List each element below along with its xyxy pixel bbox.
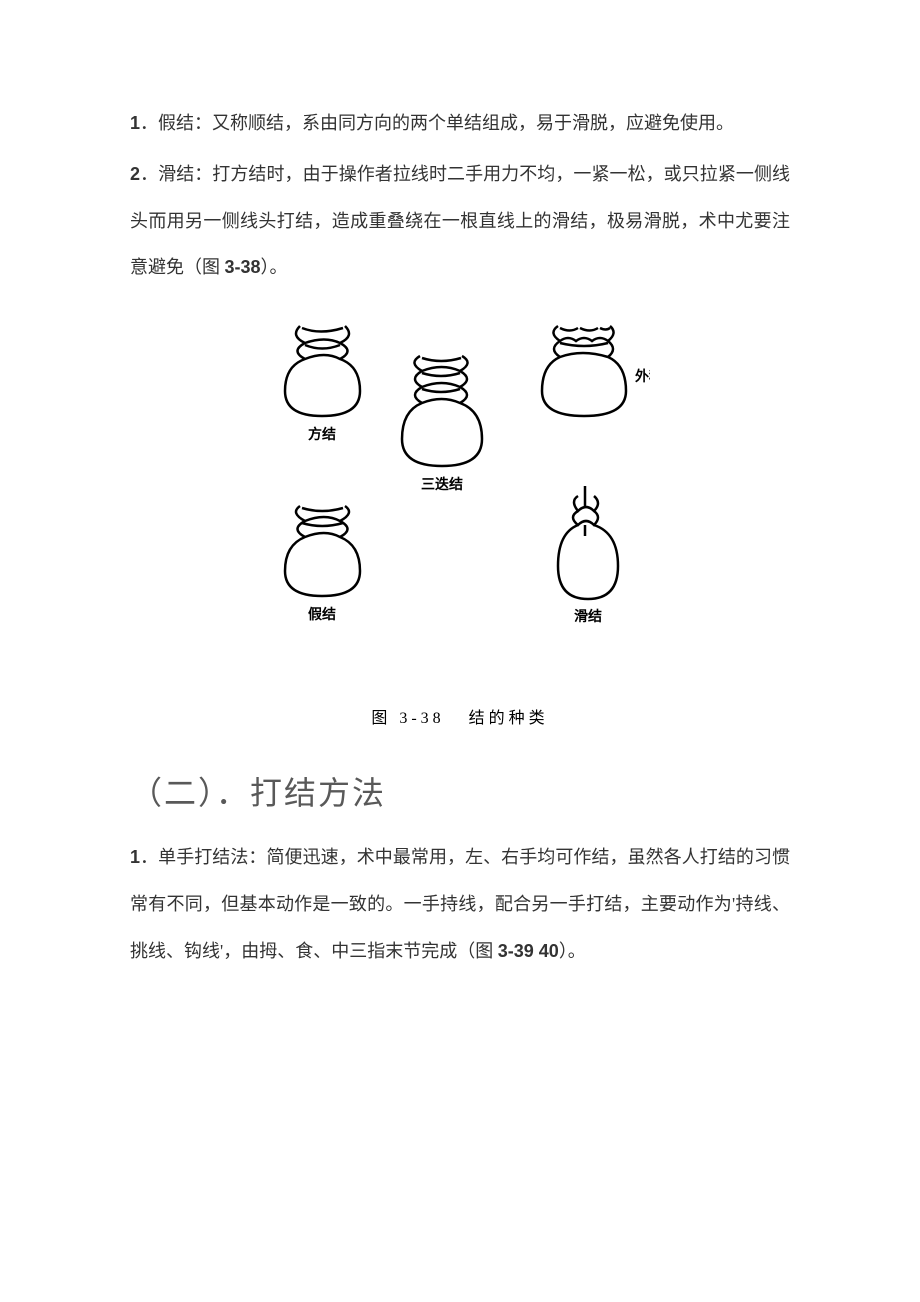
item-number: 1 <box>130 847 140 867</box>
knots-diagram: 方结 三迭结 外科结 假结 滑结 <box>270 311 650 691</box>
subsection-title: （二）．打结方法 <box>130 768 790 814</box>
label-slip-knot: 滑结 <box>574 608 602 624</box>
figure-ref: 3-39 40 <box>498 941 559 961</box>
item-text-after: ）。 <box>559 941 586 961</box>
item-sep: ． <box>140 164 158 184</box>
item-number: 1 <box>130 113 140 133</box>
caption-prefix: 图 3-38 <box>371 710 444 727</box>
list-item-1: 1．假结：又称顺结，系由同方向的两个单结组成，易于滑脱，应避免使用。 <box>130 100 790 147</box>
item-sep: ． <box>140 113 158 133</box>
figure-3-38: 方结 三迭结 外科结 假结 滑结 图 3 <box>130 311 790 728</box>
caption-text: 结的种类 <box>469 710 549 727</box>
figure-ref: 3-38 <box>225 257 261 277</box>
item-text-after: ）。 <box>261 257 288 277</box>
item-text: 假结：又称顺结，系由同方向的两个单结组成，易于滑脱，应避免使用。 <box>158 113 734 133</box>
list-item-2: 2．滑结：打方结时，由于操作者拉线时二手用力不均，一紧一松，或只拉紧一侧线头而用… <box>130 151 790 291</box>
item-sep: ． <box>140 847 158 867</box>
label-surgeon-knot: 外科结 <box>635 368 650 384</box>
label-false-knot: 假结 <box>308 606 336 622</box>
figure-caption: 图 3-38 结的种类 <box>130 704 790 728</box>
label-triple-knot: 三迭结 <box>421 476 463 492</box>
item-text-before: 单手打结法：简便迅速，术中最常用，左、右手均可作结，虽然各人打结的习惯常有不同，… <box>130 847 790 961</box>
list-item-3: 1．单手打结法：简便迅速，术中最常用，左、右手均可作结，虽然各人打结的习惯常有不… <box>130 834 790 974</box>
item-number: 2 <box>130 164 140 184</box>
label-square-knot: 方结 <box>308 426 336 442</box>
